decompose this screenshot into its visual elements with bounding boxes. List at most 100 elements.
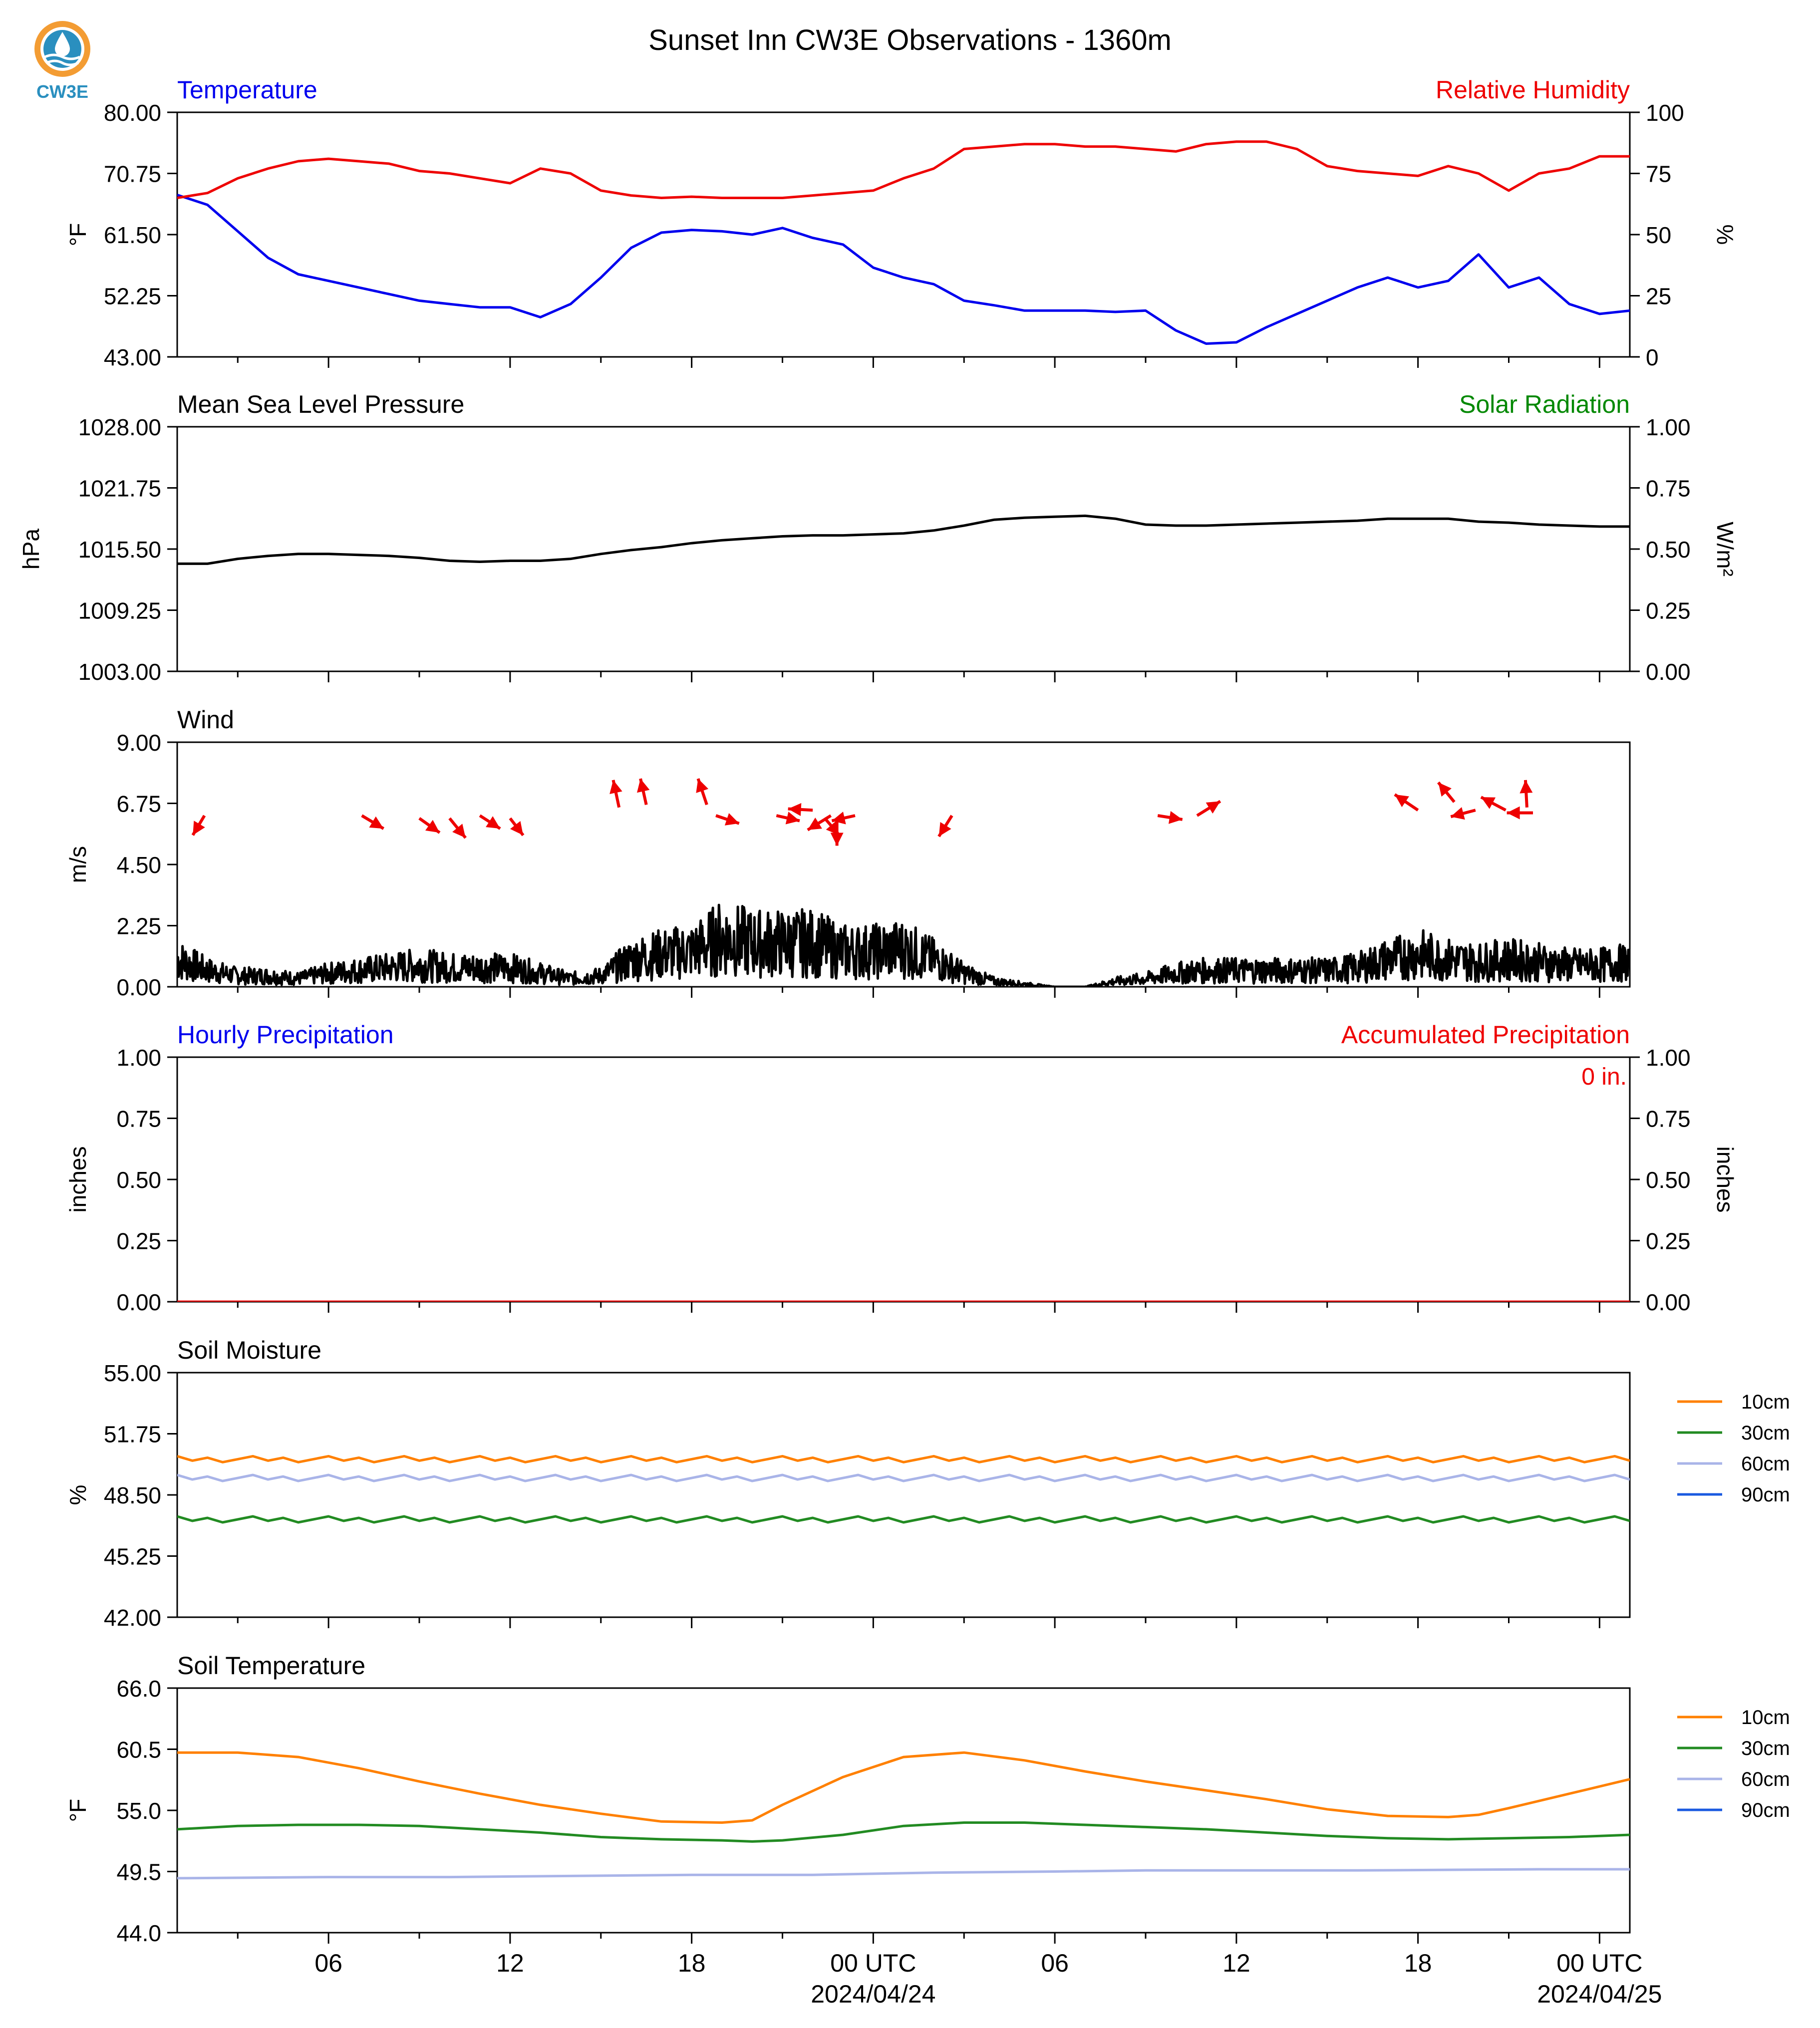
panel-soil_moisture: 55.00 51.75 48.50 45.25 42.00 Soil Moisture% 1… bbox=[65, 1336, 1790, 1631]
y-right-tick-label: 0.50 bbox=[1646, 537, 1691, 563]
x-tick-label: 12 bbox=[496, 1949, 524, 1977]
legend-label: 10cm bbox=[1741, 1707, 1790, 1729]
legend-item: 30cm bbox=[1677, 1738, 1790, 1759]
wind-arrow bbox=[479, 814, 501, 830]
wind-arrow bbox=[696, 778, 709, 806]
wind-arrow bbox=[1480, 796, 1507, 812]
wind-arrow bbox=[830, 818, 844, 846]
y-right-tick-label: 75 bbox=[1646, 161, 1671, 187]
x-tick-label: 18 bbox=[1404, 1949, 1432, 1977]
panel-title: Soil Temperature bbox=[177, 1652, 365, 1680]
wind-arrow bbox=[361, 814, 385, 830]
legend-item: 10cm bbox=[1677, 1707, 1790, 1729]
legend-label: 10cm bbox=[1741, 1391, 1790, 1413]
legend-item: 10cm bbox=[1677, 1391, 1790, 1413]
wind-arrow bbox=[807, 814, 832, 832]
y-tick-label: 9.00 bbox=[116, 730, 161, 756]
legend-item: 60cm bbox=[1677, 1768, 1790, 1790]
y-tick-label: 1015.50 bbox=[78, 537, 161, 563]
y-tick-label: 1003.00 bbox=[78, 659, 161, 685]
y-axis-label: inches bbox=[65, 1147, 91, 1213]
y-tick-label: 51.75 bbox=[104, 1422, 161, 1448]
y-axis-label: °F bbox=[65, 1799, 91, 1822]
wind-arrow bbox=[418, 817, 441, 834]
wind-arrow bbox=[1394, 793, 1419, 812]
x-tick-label: 06 bbox=[1041, 1949, 1069, 1977]
legend-label: 30cm bbox=[1741, 1422, 1790, 1444]
x-tick-label: 00 UTC bbox=[1556, 1949, 1642, 1977]
plot-frame bbox=[176, 426, 1631, 672]
y-tick-label: 1.00 bbox=[116, 1045, 161, 1071]
y-tick-label: 42.00 bbox=[104, 1605, 161, 1631]
y-right-tick-label: 0.25 bbox=[1646, 598, 1691, 624]
wind-arrow bbox=[448, 817, 467, 839]
panel-wind: 9.00 6.75 4.50 2.25 0.00 Wind m/s bbox=[65, 706, 1631, 1000]
legend-item: 90cm bbox=[1677, 1799, 1790, 1821]
wind-arrow bbox=[509, 817, 525, 837]
y-tick-label: 0.75 bbox=[116, 1106, 161, 1132]
panel-title: Hourly Precipitation bbox=[177, 1021, 394, 1049]
y-tick-label: 44.0 bbox=[116, 1920, 161, 1946]
y-tick-label: 55.00 bbox=[104, 1360, 161, 1386]
x-tick-label: 00 UTC bbox=[830, 1949, 916, 1977]
legend-label: 60cm bbox=[1741, 1768, 1790, 1790]
logo-text: CW3E bbox=[36, 81, 88, 102]
y-tick-label: 49.5 bbox=[116, 1859, 161, 1885]
x-tick-label: 06 bbox=[314, 1949, 342, 1977]
panel-precip: 1.00 0.75 0.50 0.25 0.00 1.00 0.75 0.50 0.25 0.00… bbox=[65, 1021, 1738, 1315]
cw3e-logo: CW3E bbox=[34, 21, 90, 102]
panel-title: Mean Sea Level Pressure bbox=[177, 390, 464, 418]
y-right-axis-label: W/m² bbox=[1712, 522, 1738, 577]
series-wind bbox=[177, 903, 1630, 987]
panel-title: Soil Moisture bbox=[177, 1336, 321, 1364]
y-axis-label: °F bbox=[65, 223, 91, 247]
panel-title: Temperature bbox=[177, 76, 317, 104]
panel-right-title: Solar Radiation bbox=[1459, 390, 1630, 418]
legend-label: 90cm bbox=[1741, 1799, 1790, 1821]
x-date-label: 2024/04/25 bbox=[1537, 1980, 1662, 2008]
series-30cm bbox=[177, 1821, 1630, 1843]
panel-temp_rh: 80.00 70.75 61.50 52.25 43.00 100 75 50 25 0 Tempe… bbox=[65, 76, 1738, 370]
y-tick-label: 6.75 bbox=[116, 791, 161, 817]
y-right-tick-label: 25 bbox=[1646, 284, 1671, 309]
plot-frame bbox=[176, 1372, 1631, 1618]
wind-arrow bbox=[776, 812, 800, 825]
series-mean-sea-level-pressure bbox=[177, 514, 1630, 565]
plot-area bbox=[177, 778, 1630, 987]
y-right-tick-label: 1.00 bbox=[1646, 414, 1691, 440]
y-right-axis-label: % bbox=[1712, 225, 1738, 245]
y-tick-label: 0.00 bbox=[116, 974, 161, 1000]
wind-arrow bbox=[1507, 806, 1533, 820]
wind-arrow bbox=[191, 815, 206, 836]
wind-arrow bbox=[1196, 800, 1221, 817]
figure-title: Sunset Inn CW3E Observations - 1360m bbox=[648, 24, 1172, 56]
y-tick-label: 0.00 bbox=[116, 1289, 161, 1315]
series-60cm bbox=[177, 1868, 1630, 1880]
plot-area bbox=[177, 140, 1630, 345]
y-axis-label: % bbox=[65, 1485, 91, 1505]
y-tick-label: 1028.00 bbox=[78, 414, 161, 440]
y-right-tick-label: 0.00 bbox=[1646, 659, 1691, 685]
legend-item: 30cm bbox=[1677, 1422, 1790, 1444]
y-tick-label: 1009.25 bbox=[78, 598, 161, 624]
y-tick-label: 60.5 bbox=[116, 1737, 161, 1763]
y-tick-label: 4.50 bbox=[116, 852, 161, 878]
panel-right-title: Accumulated Precipitation bbox=[1341, 1021, 1630, 1049]
series-10cm bbox=[177, 1751, 1630, 1824]
y-right-tick-label: 1.00 bbox=[1646, 1045, 1691, 1071]
y-right-tick-label: 0 bbox=[1646, 344, 1659, 370]
wind-arrow bbox=[1157, 811, 1183, 824]
wind-arrow bbox=[1450, 807, 1476, 820]
wind-arrow bbox=[637, 778, 650, 805]
plot-frame bbox=[176, 1687, 1631, 1934]
legend-item: 90cm bbox=[1677, 1484, 1790, 1506]
y-tick-label: 66.0 bbox=[116, 1676, 161, 1702]
y-tick-label: 0.25 bbox=[116, 1228, 161, 1254]
y-right-tick-label: 0.75 bbox=[1646, 476, 1691, 502]
x-tick-label: 12 bbox=[1222, 1949, 1250, 1977]
panel-pressure: 1028.00 1021.75 1015.50 1009.25 1003.00 1.00 0… bbox=[18, 390, 1738, 685]
panel-right-title: Relative Humidity bbox=[1436, 76, 1630, 104]
y-tick-label: 48.50 bbox=[104, 1482, 161, 1508]
panel-soil_temp: 66.0 60.5 55.0 49.5 44.0 Soil Temperature °F 10… bbox=[65, 1652, 1790, 2008]
